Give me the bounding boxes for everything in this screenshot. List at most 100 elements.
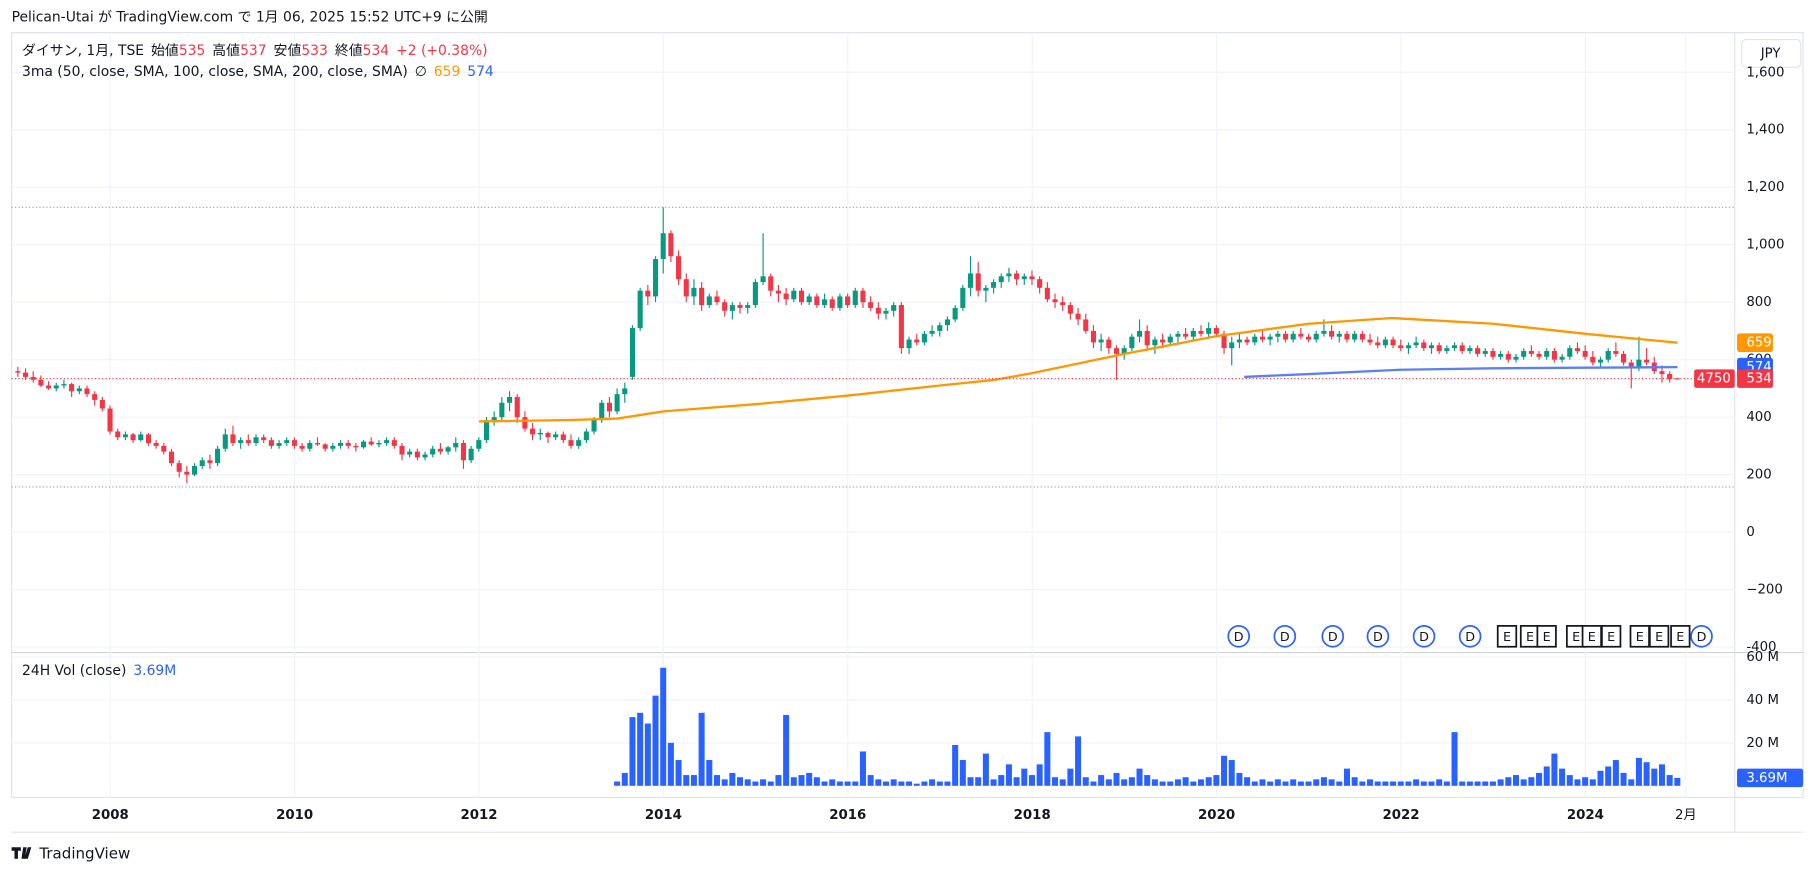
candle-body <box>1413 342 1419 346</box>
volume-bar <box>1228 760 1235 786</box>
candle-body <box>1459 345 1465 352</box>
candle-body <box>1613 351 1619 354</box>
volume-bar <box>1367 779 1374 786</box>
candle-body <box>330 445 336 449</box>
candle-body <box>238 440 244 444</box>
moving-average <box>479 316 1678 423</box>
candle-body <box>69 384 75 392</box>
candle-body <box>1321 330 1327 334</box>
volume-bar <box>1052 777 1059 786</box>
candle-body <box>599 402 605 421</box>
brand: TradingView <box>38 845 130 863</box>
volume-bar <box>706 760 713 786</box>
volume-bar <box>998 775 1005 786</box>
close-label: 終値 <box>335 43 363 59</box>
volume-bar <box>890 779 897 786</box>
volume-bar <box>844 781 851 786</box>
chart-frame <box>11 31 1804 798</box>
volume-bar <box>683 775 690 786</box>
candle-body <box>1060 302 1066 306</box>
volume-tick-label: 60 M <box>1746 650 1779 665</box>
candle-body <box>998 276 1004 283</box>
volume-bar <box>1213 775 1220 786</box>
candle-body <box>1044 287 1050 300</box>
volume-bar <box>660 667 667 786</box>
volume-bar <box>637 712 644 786</box>
candle-body <box>61 384 67 386</box>
candle-body <box>506 397 513 403</box>
volume-last-label: 3.69M <box>1746 771 1787 786</box>
candle-body <box>15 371 21 373</box>
volume-bar <box>1098 775 1105 786</box>
volume-bar <box>1136 768 1143 786</box>
y-tick-label: −200 <box>1746 583 1783 598</box>
volume-bar <box>614 781 621 786</box>
candle-body <box>345 443 351 446</box>
volume-bar <box>1497 779 1504 786</box>
ticker-label: 4750 <box>1697 372 1731 387</box>
earnings-marker <box>1496 625 1518 648</box>
candle-body <box>53 385 59 389</box>
volume-bar <box>982 753 989 786</box>
candle-body <box>676 256 682 280</box>
candle-body <box>1398 345 1404 349</box>
volume-bar <box>1174 779 1181 786</box>
event-label: E <box>1588 630 1596 645</box>
volume-bar <box>1574 779 1581 786</box>
candle-body <box>783 293 789 300</box>
event-label: E <box>1636 630 1644 645</box>
candle-body <box>983 287 989 291</box>
volume-bar <box>1282 781 1289 786</box>
candle-body <box>991 282 997 288</box>
candle-body <box>868 302 874 308</box>
candle-body <box>491 417 497 421</box>
candle-body <box>660 233 666 260</box>
volume-bar <box>1121 779 1128 786</box>
candle-body <box>1329 330 1335 337</box>
volume-bar <box>1451 732 1458 786</box>
y-tick-label: 0 <box>1746 525 1754 540</box>
candle-body <box>184 471 190 475</box>
volume-bar <box>1566 775 1573 786</box>
candle-body <box>1136 330 1143 337</box>
ma-value: 659 <box>434 64 461 80</box>
candle-body <box>1597 359 1604 363</box>
volume-bar <box>913 783 920 786</box>
candle-body <box>752 282 758 306</box>
volume-bar <box>1267 781 1274 786</box>
volume-bar <box>1436 779 1443 786</box>
candle-body <box>1282 333 1289 340</box>
y-tick-label: 400 <box>1746 410 1771 425</box>
dividend-marker <box>1227 625 1251 648</box>
candle-body <box>1590 356 1596 363</box>
volume-bar <box>698 712 705 786</box>
currency-button[interactable] <box>1741 38 1802 68</box>
event-label: D <box>1419 630 1429 645</box>
volume-bar <box>967 777 974 786</box>
candle-body <box>1167 336 1173 343</box>
candle-body <box>1090 330 1096 343</box>
candle-body <box>606 402 612 412</box>
volume-bar <box>1666 775 1673 786</box>
volume-bar <box>959 760 966 786</box>
candle-body <box>422 454 428 458</box>
candle-body <box>1298 333 1304 337</box>
candle-body <box>261 437 267 441</box>
volume-bar <box>798 775 805 786</box>
candle-body <box>1513 356 1519 360</box>
candle-body <box>1129 336 1135 349</box>
volume-bar <box>929 779 936 786</box>
volume-bar <box>783 714 790 786</box>
candle-body <box>1190 330 1196 337</box>
x-tick-label: 2018 <box>1014 808 1051 823</box>
candle-body <box>1306 336 1312 340</box>
candle-body <box>1359 333 1365 340</box>
candle-body <box>1175 333 1181 337</box>
candle-body <box>1405 345 1411 349</box>
earnings-marker <box>1536 625 1557 648</box>
currency-label[interactable]: JPY <box>1760 46 1782 61</box>
volume-bar <box>1044 732 1051 786</box>
candle-body <box>576 440 582 446</box>
candle-body <box>714 296 720 303</box>
